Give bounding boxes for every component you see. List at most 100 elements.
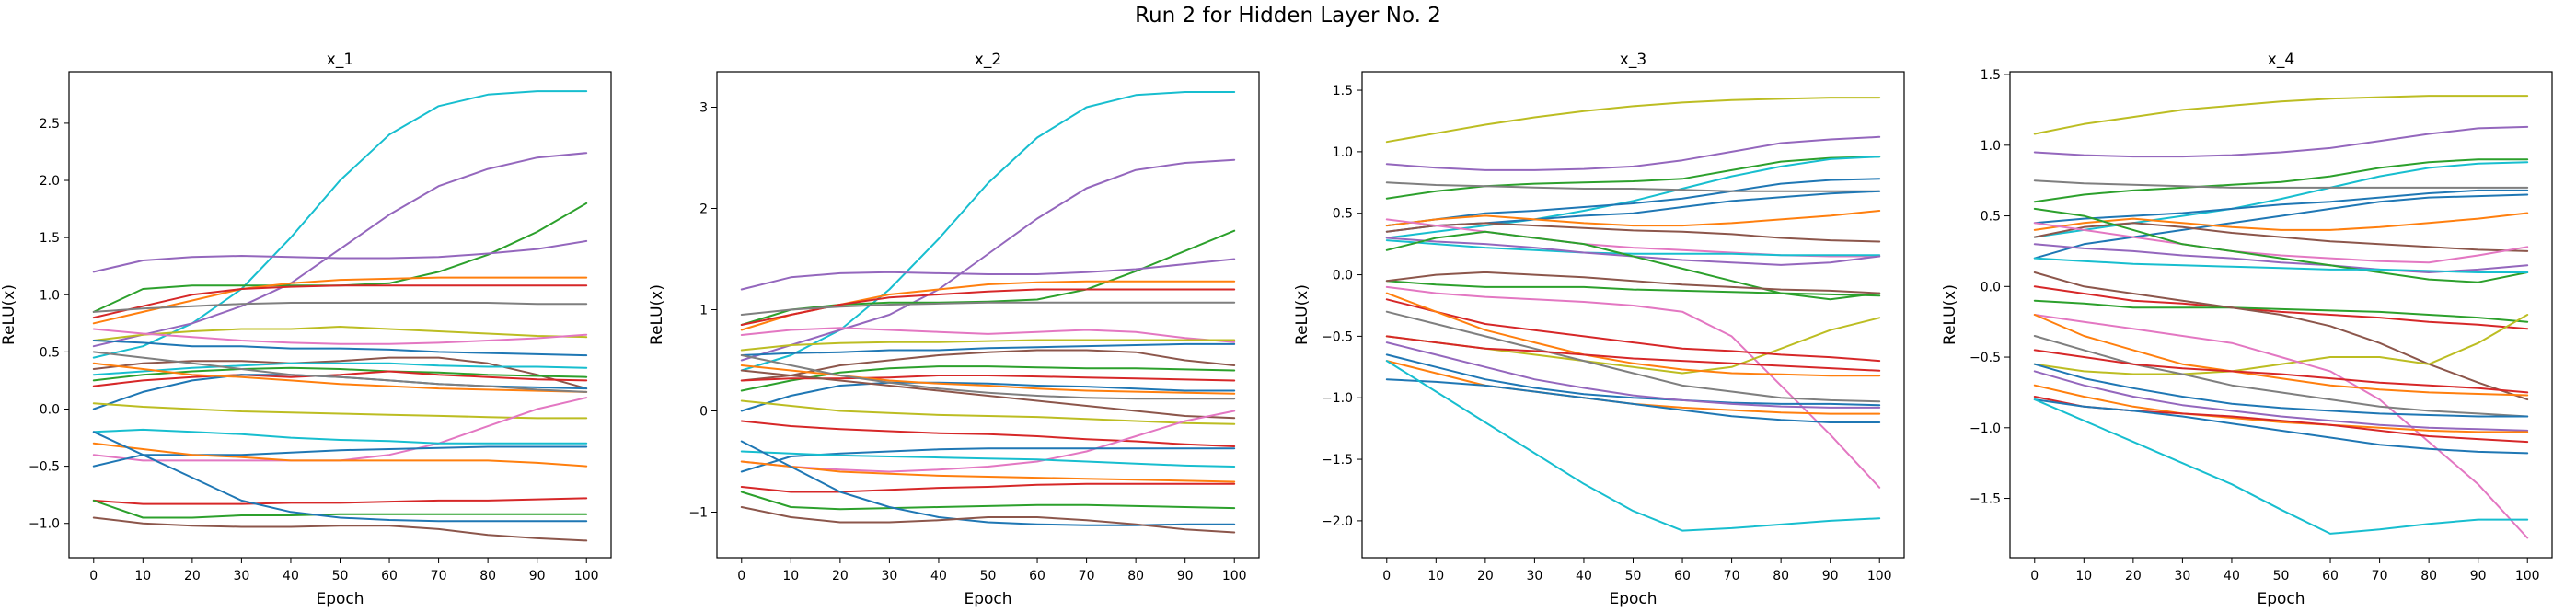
x-tick-label: 30 [1526, 569, 1542, 583]
x-tick-label: 70 [431, 569, 447, 583]
y-tick-label: −1.0 [29, 517, 60, 532]
x-axis-label: Epoch [2257, 590, 2305, 608]
y-tick-label: −1.0 [1322, 391, 1353, 406]
series-line-17 [92, 351, 588, 393]
series-line-12 [2033, 207, 2529, 283]
series-line-16 [92, 362, 588, 393]
series-line-25 [1385, 378, 1881, 423]
series-line-4 [92, 239, 588, 273]
series-line-23 [92, 497, 588, 505]
series-line-3 [1385, 156, 1881, 200]
plot-frame [716, 71, 1260, 559]
x-tick-label: 0 [1382, 569, 1391, 583]
y-tick-label: −0.5 [1322, 329, 1353, 344]
y-tick-label: 1.5 [1981, 68, 2001, 83]
series-line-11 [1385, 239, 1881, 257]
y-axis-label: ReLU(x) [1941, 284, 1959, 345]
y-axis-label: ReLU(x) [1293, 284, 1311, 345]
series-line-14 [1385, 280, 1881, 297]
series-line-7 [740, 301, 1236, 316]
series-line-13 [2033, 257, 2529, 273]
y-tick-label: 2.5 [40, 117, 60, 132]
series-line-4 [740, 258, 1236, 291]
series-line-20 [740, 410, 1236, 473]
series-line-22 [740, 450, 1236, 468]
series-line-19 [740, 420, 1236, 447]
x-tick-label: 10 [2075, 569, 2092, 583]
series-line-5 [1385, 178, 1881, 227]
series-line-15 [740, 364, 1236, 395]
x-tick-label: 90 [1822, 569, 1839, 583]
series-line-21 [1385, 335, 1881, 372]
series-line-2 [1385, 135, 1881, 171]
y-tick-label: 0.0 [40, 402, 60, 417]
x-tick-label: 30 [881, 569, 897, 583]
series-line-25 [92, 431, 588, 523]
series-group [2033, 95, 2529, 539]
series-line-12 [740, 365, 1236, 392]
series-line-10 [2033, 222, 2529, 264]
y-tick-label: 0.5 [1333, 207, 1353, 222]
x-tick-label: 0 [89, 569, 98, 583]
series-line-8 [92, 326, 588, 341]
x-tick-label: 60 [1029, 569, 1045, 583]
x-tick-label: 0 [737, 569, 745, 583]
y-tick-label: 1.5 [1333, 84, 1353, 98]
series-line-2 [740, 158, 1236, 362]
series-line-23 [740, 460, 1236, 483]
x-tick-label: 20 [832, 569, 849, 583]
series-line-20 [1385, 292, 1881, 377]
x-tick-label: 40 [283, 569, 299, 583]
x-tick-label: 60 [381, 569, 398, 583]
x-tick-label: 50 [980, 569, 997, 583]
x-tick-label: 10 [1427, 569, 1444, 583]
series-line-22 [2033, 363, 2529, 418]
series-line-14 [92, 370, 588, 387]
x-tick-label: 90 [529, 569, 546, 583]
series-line-1 [2033, 95, 2529, 135]
series-line-5 [2033, 179, 2529, 189]
series-line-25 [740, 491, 1236, 511]
series-line-2 [2033, 125, 2529, 158]
x-tick-label: 10 [134, 569, 151, 583]
series-line-4 [1385, 156, 1881, 239]
series-line-1 [740, 91, 1236, 372]
series-line-27 [2033, 398, 2529, 535]
x-tick-label: 30 [233, 569, 249, 583]
x-tick-label: 70 [1079, 569, 1095, 583]
x-tick-label: 100 [1867, 569, 1892, 583]
series-line-21 [92, 445, 588, 468]
x-tick-label: 70 [2372, 569, 2388, 583]
y-tick-label: −1 [688, 506, 708, 521]
series-line-27 [740, 506, 1236, 534]
x-tick-label: 0 [2030, 569, 2039, 583]
x-tick-label: 100 [2515, 569, 2540, 583]
series-line-2 [92, 152, 588, 348]
figure-title: Run 2 for Hidden Layer No. 2 [1135, 4, 1441, 28]
x-tick-label: 100 [1222, 569, 1247, 583]
y-tick-label: −0.5 [1970, 351, 2001, 365]
y-tick-label: 2.0 [40, 174, 60, 189]
x-tick-label: 30 [2174, 569, 2190, 583]
chart-title: x_1 [327, 51, 353, 69]
y-tick-label: −0.5 [29, 460, 60, 475]
series-line-26 [2033, 398, 2529, 455]
series-line-9 [92, 328, 588, 345]
series-line-9 [740, 339, 1236, 352]
y-tick-label: 1.5 [40, 231, 60, 246]
series-line-26 [1385, 360, 1881, 532]
y-tick-label: 0.0 [1333, 269, 1353, 283]
x-tick-label: 20 [2125, 569, 2142, 583]
series-line-17 [740, 369, 1236, 420]
series-line-12 [1385, 237, 1881, 266]
series-line-13 [1385, 230, 1881, 301]
series-line-26 [740, 440, 1236, 526]
x-tick-label: 80 [479, 569, 496, 583]
series-line-15 [2033, 299, 2529, 323]
x-axis-label: Epoch [316, 590, 364, 608]
y-axis-label: ReLU(x) [648, 284, 666, 345]
chart-title: x_3 [1620, 51, 1646, 69]
series-line-20 [2033, 314, 2529, 397]
series-line-24 [2033, 384, 2529, 433]
x-tick-label: 90 [1177, 569, 1194, 583]
